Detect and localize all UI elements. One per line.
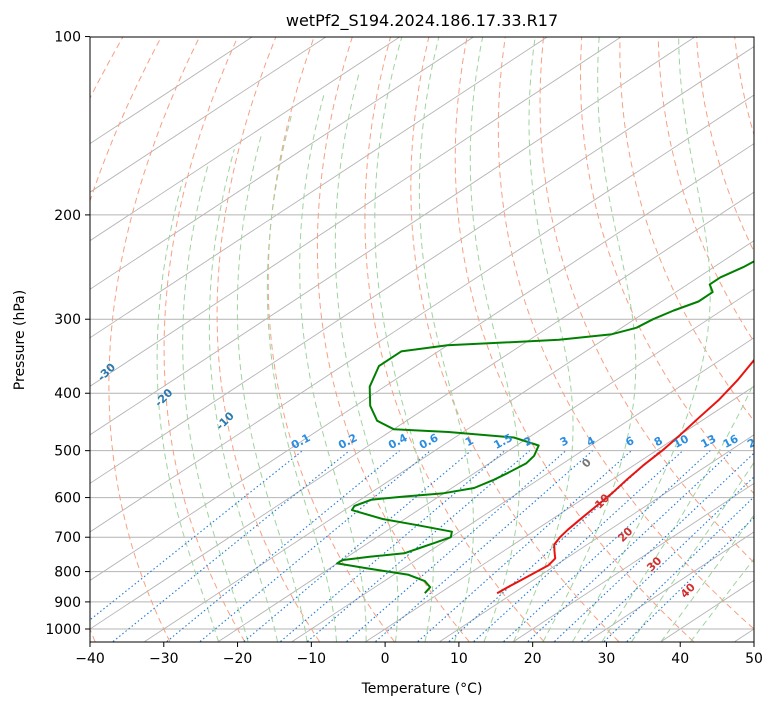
y-tick-label: 600 [54, 491, 81, 507]
x-tick-label: −30 [149, 651, 179, 667]
x-tick-label: 30 [598, 651, 616, 667]
dry-adiabat-line [216, 37, 320, 642]
x-axis-label: Temperature (°C) [361, 681, 483, 697]
moist-adiabat-line [266, 113, 337, 642]
moist-adiabat-line [334, 72, 399, 642]
isotherm-line [90, 191, 754, 630]
moist-adiabat-line [374, 37, 434, 642]
temperature-trace [496, 358, 754, 595]
isotherm-line [90, 46, 754, 484]
x-axis-ticks: −40 −30 −20 −10 0 10 20 30 40 50 [75, 642, 763, 667]
x-tick-label: 20 [524, 651, 542, 667]
moist-adiabat-line [542, 37, 637, 642]
dry-adiabat-line [454, 37, 694, 642]
isotherm-line [90, 37, 253, 145]
moist-adiabat-line [156, 180, 219, 642]
moist-adiabat-line [513, 37, 574, 642]
dry-adiabat-line [108, 37, 200, 642]
mixing-ratio-line [375, 450, 593, 642]
moist-adiabat-line [182, 165, 249, 642]
isotherm-line [587, 531, 754, 642]
moist-adiabat-line [631, 461, 754, 642]
mixing-ratio-line [527, 450, 733, 642]
y-axis-ticks: 100 200 300 400 500 600 700 800 900 1000 [45, 30, 90, 638]
y-tick-label: 400 [54, 386, 81, 402]
isotherm-line [218, 288, 754, 642]
chart-title: wetPf2_S194.2024.186.17.33.R17 [286, 11, 558, 31]
isotherm-line [144, 240, 754, 642]
series-layer [336, 260, 754, 595]
mixing-ratio-label: 16 [721, 432, 741, 451]
isotherm-line [90, 94, 754, 533]
dry-adiabat-line [364, 37, 545, 642]
isotherm-line [513, 482, 754, 642]
mixing-ratio-line [112, 450, 350, 642]
mixing-ratio-label: 10 [671, 432, 691, 451]
x-tick-label: 40 [671, 651, 689, 667]
dry-adiabat-line [619, 37, 754, 422]
dry-adiabat-label: -40 [42, 332, 65, 355]
moist-adiabat-line [236, 132, 308, 642]
mixing-ratio-line [199, 450, 431, 642]
dry-adiabat-line [0, 37, 9, 642]
x-tick-label: 10 [450, 651, 468, 667]
mixing-ratio-line [280, 450, 506, 642]
mixing-ratio-line [90, 450, 303, 621]
moist-adiabat-line [418, 37, 474, 642]
dry-adiabat-line [497, 37, 754, 630]
y-tick-label: 700 [54, 530, 81, 546]
dry-adiabat-line [579, 37, 754, 495]
dry-adiabat-line [267, 37, 395, 642]
x-tick-label: −20 [223, 651, 253, 667]
isotherm-line [90, 143, 754, 582]
moist-adiabat-line [299, 93, 367, 642]
mixing-ratio-line [243, 450, 472, 642]
moist-adiabat-line [690, 558, 754, 642]
y-tick-label: 500 [54, 444, 81, 460]
moist-adiabat-line [660, 514, 754, 642]
x-tick-label: 0 [381, 651, 390, 667]
x-tick-label: 50 [745, 651, 763, 667]
mixing-ratio-label: 20 [745, 432, 765, 451]
plot-background [90, 37, 754, 642]
x-tick-label: −40 [75, 651, 105, 667]
moist-adiabat-line [572, 37, 711, 642]
moist-adiabat-line [208, 149, 278, 642]
dewpoint-trace [336, 260, 754, 594]
isotherm-line [90, 37, 548, 339]
dry-adiabat-line [316, 37, 470, 642]
mixing-ratio-line [626, 516, 754, 642]
mixing-ratio-label: 25 [770, 432, 775, 451]
y-axis-label: Pressure (hPa) [12, 290, 28, 390]
dry-adiabat-line [163, 37, 246, 642]
grid-layer [0, 37, 754, 642]
mixing-ratio-line [503, 450, 711, 642]
y-tick-label: 200 [54, 208, 81, 224]
y-tick-label: 900 [54, 595, 81, 611]
y-tick-label: 1000 [45, 622, 81, 638]
isotherm-line [90, 37, 327, 193]
isotherm-line [90, 37, 622, 387]
plot-frame [89, 36, 755, 643]
dry-adiabat-line [539, 37, 754, 564]
mixing-ratio-label: 13 [699, 432, 719, 451]
isotherm-line [365, 385, 754, 642]
y-tick-label: 300 [54, 312, 81, 328]
y-tick-label: 100 [54, 30, 81, 46]
moist-adiabat-line [469, 37, 521, 642]
mixing-ratio-line [346, 450, 567, 642]
mixing-ratio-line [306, 450, 531, 642]
moist-adiabat-line [601, 381, 754, 642]
isotherm-line [90, 37, 696, 436]
mixing-ratio-line [603, 496, 754, 642]
isotherm-line [90, 37, 401, 242]
y-tick-label: 800 [54, 565, 81, 581]
x-tick-label: −10 [297, 651, 327, 667]
isotherm-line [90, 37, 475, 290]
